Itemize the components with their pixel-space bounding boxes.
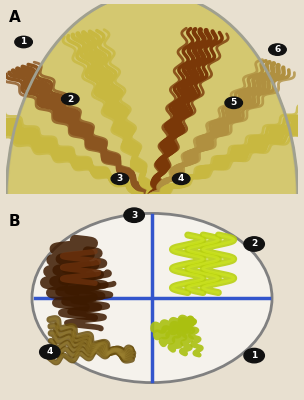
Circle shape	[61, 93, 79, 105]
Text: 3: 3	[117, 174, 123, 183]
Text: 5: 5	[231, 98, 237, 107]
Polygon shape	[6, 0, 298, 198]
Circle shape	[40, 345, 60, 359]
Text: 1: 1	[20, 38, 27, 46]
Text: 6: 6	[275, 45, 281, 54]
Circle shape	[269, 44, 286, 55]
Text: 3: 3	[131, 211, 137, 220]
Circle shape	[124, 208, 144, 222]
Circle shape	[244, 237, 264, 251]
Circle shape	[172, 173, 190, 184]
Text: 2: 2	[67, 94, 73, 104]
Text: 1: 1	[251, 351, 257, 360]
Polygon shape	[9, 0, 295, 198]
Circle shape	[111, 173, 129, 184]
Text: 4: 4	[47, 348, 53, 356]
Text: B: B	[9, 214, 21, 229]
Text: A: A	[9, 10, 21, 25]
Circle shape	[225, 97, 243, 108]
Circle shape	[15, 36, 32, 48]
Text: 2: 2	[251, 240, 257, 248]
Text: 4: 4	[178, 174, 184, 183]
Circle shape	[32, 214, 272, 382]
Circle shape	[244, 348, 264, 363]
